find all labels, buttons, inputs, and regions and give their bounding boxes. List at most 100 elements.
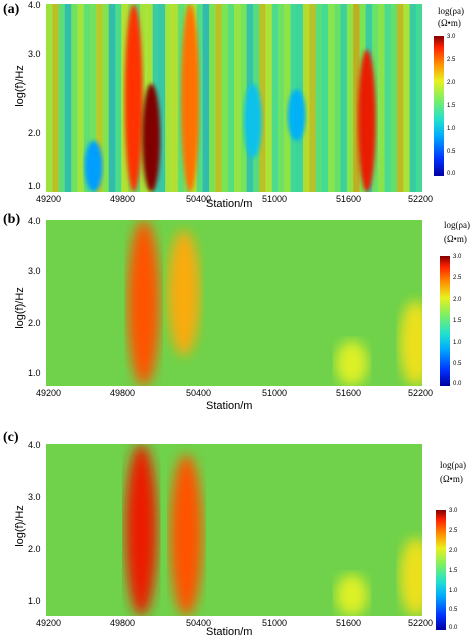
- y-axis-label: log(f)/Hz: [14, 505, 26, 547]
- panel-b: (b) log(f)/Hz 4.0 3.0 2.0 1.0 49200 4980…: [0, 212, 474, 430]
- heatmap-column: [83, 4, 91, 192]
- y-tick: 4.0: [28, 0, 41, 10]
- heatmap-anomaly: [335, 574, 368, 616]
- x-axis-label: Station/m: [206, 198, 253, 210]
- y-tick: 3.0: [28, 266, 41, 276]
- y-tick: 1.0: [28, 596, 41, 606]
- heatmap-column: [284, 4, 291, 192]
- x-tick: 49800: [110, 388, 136, 398]
- heatmap-column: [177, 4, 185, 192]
- heatmap-anomaly: [399, 537, 422, 616]
- heatmap-column: [77, 4, 85, 192]
- heatmap-column: [259, 4, 266, 192]
- y-tick: 4.0: [28, 216, 41, 226]
- heatmap-plot: [46, 444, 422, 616]
- heatmap-column: [140, 4, 147, 192]
- heatmap-column: [415, 4, 422, 192]
- y-tick: 2.0: [28, 318, 41, 328]
- x-tick: 51600: [336, 194, 362, 204]
- heatmap-column: [346, 4, 354, 192]
- heatmap-column: [396, 4, 404, 192]
- heatmap-column: [271, 4, 279, 192]
- colorbar-unit: (Ω•m): [440, 474, 463, 484]
- heatmap-anomaly: [287, 89, 306, 141]
- colorbar-tick: 2.0: [453, 297, 462, 303]
- y-tick: 1.0: [28, 181, 41, 191]
- x-tick: 50400: [186, 618, 212, 628]
- heatmap-anomaly: [170, 454, 203, 616]
- heatmap-column: [114, 4, 122, 192]
- heatmap-column: [46, 4, 53, 192]
- heatmap-column: [208, 4, 216, 192]
- colorbar: [434, 36, 444, 176]
- colorbar-tick: 0.5: [447, 149, 456, 155]
- heatmap-anomaly: [357, 49, 376, 192]
- heatmap-column: [89, 4, 97, 192]
- heatmap-column: [221, 4, 229, 192]
- heatmap-column: [315, 4, 323, 192]
- heatmap-column: [64, 4, 72, 192]
- colorbar-tick: 2.5: [453, 275, 462, 281]
- x-tick: 52200: [408, 618, 434, 628]
- colorbar-tick: 0.5: [449, 607, 458, 613]
- heatmap-column: [390, 4, 398, 192]
- panel-label: (a): [3, 2, 20, 17]
- x-tick: 51000: [262, 618, 288, 628]
- heatmap-column: [334, 4, 342, 192]
- heatmap-anomaly: [127, 220, 160, 386]
- x-tick: 51000: [262, 194, 288, 204]
- x-tick: 49200: [36, 618, 62, 628]
- heatmap-svg: [125, 444, 422, 616]
- heatmap-column: [158, 4, 166, 192]
- heatmap-column: [384, 4, 392, 192]
- heatmap-anomaly: [167, 230, 200, 356]
- x-tick: 49800: [110, 194, 136, 204]
- heatmap-column: [102, 4, 110, 192]
- heatmap-column: [403, 4, 410, 192]
- heatmap-column: [321, 4, 329, 192]
- heatmap-svg: [46, 4, 422, 192]
- heatmap-anomaly: [335, 340, 368, 386]
- heatmap-column: [309, 4, 316, 192]
- heatmap-svg: [127, 220, 422, 386]
- heatmap-anomaly: [142, 83, 161, 192]
- colorbar: [440, 256, 450, 386]
- heatmap-anomaly: [399, 300, 422, 386]
- x-tick: 49200: [36, 388, 62, 398]
- colorbar-unit: (Ω•m): [438, 18, 461, 28]
- colorbar-tick: 3.0: [447, 34, 456, 40]
- heatmap-column: [171, 4, 179, 192]
- colorbar-tick: 0.0: [453, 381, 462, 387]
- colorbar-tick: 1.5: [449, 568, 458, 574]
- colorbar-tick: 3.0: [453, 254, 462, 260]
- colorbar-tick: 3.0: [449, 508, 458, 514]
- colorbar-tick: 1.5: [453, 318, 462, 324]
- heatmap-column: [108, 4, 116, 192]
- colorbar-tick: 1.0: [449, 588, 458, 594]
- heatmap-column: [240, 4, 248, 192]
- panel-label: (b): [3, 212, 21, 227]
- panel-a: (a) log(f)/Hz 4.0 3.0 2.0 1.0 49200 4980…: [0, 0, 474, 212]
- colorbar-tick: 1.0: [447, 126, 456, 132]
- x-axis-label: Station/m: [206, 400, 253, 412]
- heatmap-column: [328, 4, 335, 192]
- y-axis-label: log(f)/Hz: [14, 65, 26, 107]
- x-tick: 50400: [186, 194, 212, 204]
- colorbar-tick: 0.5: [453, 361, 462, 367]
- heatmap-column: [227, 4, 235, 192]
- colorbar-tick: 1.5: [447, 103, 456, 109]
- heatmap-column: [353, 4, 360, 192]
- colorbar-unit: (Ω•m): [444, 234, 467, 244]
- y-tick: 3.0: [28, 492, 41, 502]
- heatmap-column: [71, 4, 78, 192]
- heatmap-plot: [46, 4, 422, 192]
- colorbar-title: log(ρa): [440, 460, 466, 470]
- colorbar-tick: 0.0: [449, 625, 458, 631]
- heatmap-column: [215, 4, 222, 192]
- heatmap-column: [265, 4, 273, 192]
- colorbar-tick: 2.0: [447, 80, 456, 86]
- x-tick: 51600: [336, 388, 362, 398]
- heatmap-anomaly: [124, 4, 143, 192]
- colorbar: [436, 510, 446, 630]
- x-tick: 52200: [408, 194, 434, 204]
